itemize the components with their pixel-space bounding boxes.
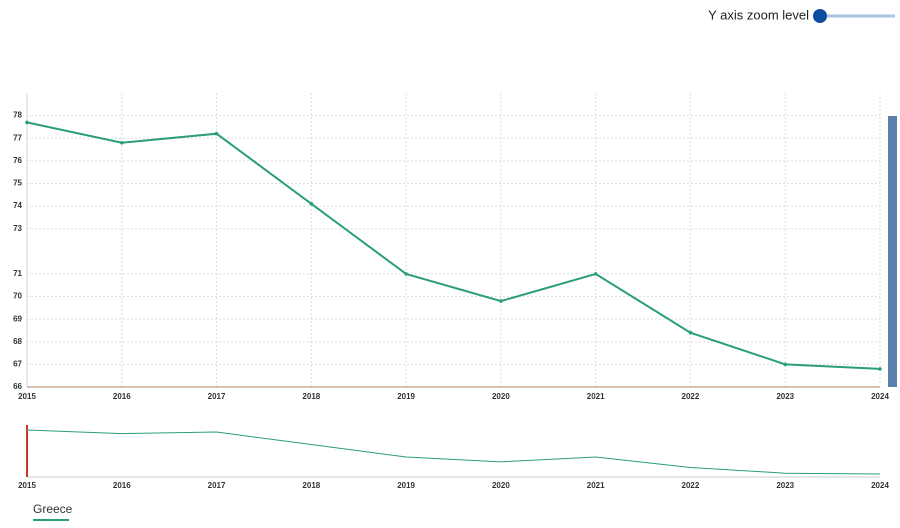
x-tick-label: 2019 [397, 392, 415, 401]
legend-label[interactable]: Greece [33, 502, 73, 516]
navigator-tick-label: 2018 [302, 481, 320, 490]
point [309, 202, 314, 206]
x-tick-label: 2024 [871, 392, 889, 401]
y-tick-label: 70 [13, 292, 22, 301]
navigator-line [26, 429, 881, 475]
x-tick-label: 2015 [18, 392, 36, 401]
x-tick-label: 2022 [682, 392, 700, 401]
x-tick-label: 2018 [302, 392, 320, 401]
y-tick-label: 66 [13, 382, 22, 391]
y-tick-label: 77 [13, 133, 22, 142]
navigator-tick-label: 2019 [397, 481, 415, 490]
navigator-tick-label: 2023 [776, 481, 794, 490]
series-line [26, 121, 881, 370]
y-tick-label: 74 [13, 201, 22, 210]
navigator-tick-label: 2017 [208, 481, 226, 490]
y-scrollbar[interactable] [888, 116, 897, 387]
navigator-tick-label: 2020 [492, 481, 510, 490]
point [25, 120, 29, 125]
navigator-tick-label: 2016 [113, 481, 131, 490]
point [499, 299, 503, 303]
point [119, 140, 124, 145]
navigator-tick-label: 2022 [682, 481, 700, 490]
y-tick-label: 71 [13, 269, 22, 278]
y-tick-label: 73 [13, 224, 22, 233]
y-tick-label: 78 [13, 111, 22, 120]
point [214, 131, 219, 136]
point [878, 367, 882, 371]
y-tick-label: 75 [13, 179, 22, 188]
zoom-label: Y axis zoom level [708, 7, 809, 22]
navigator-tick-label: 2024 [871, 481, 889, 490]
y-tick-label: 69 [13, 314, 22, 323]
y-tick-label: 67 [13, 359, 22, 368]
x-tick-label: 2023 [776, 392, 794, 401]
y-tick-label: 68 [13, 337, 22, 346]
x-tick-label: 2016 [113, 392, 131, 401]
x-tick-label: 2017 [208, 392, 226, 401]
point [688, 330, 693, 335]
x-tick-label: 2021 [587, 392, 605, 401]
x-tick-label: 2020 [492, 392, 510, 401]
point [593, 272, 598, 276]
point [783, 362, 788, 367]
y-tick-label: 76 [13, 156, 22, 165]
point [404, 272, 408, 276]
zoom-knob[interactable] [813, 9, 827, 23]
navigator-tick-label: 2021 [587, 481, 605, 490]
navigator-tick-label: 2015 [18, 481, 36, 490]
